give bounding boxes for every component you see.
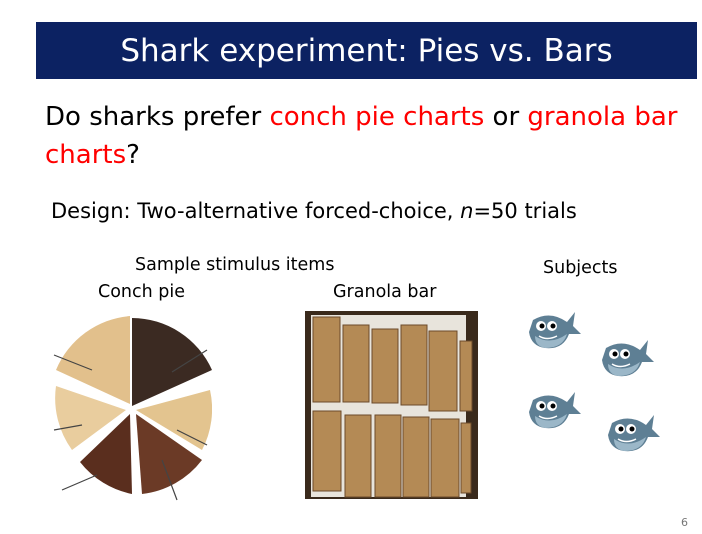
conch-label: Conch pie bbox=[98, 282, 186, 302]
design-n: n bbox=[460, 199, 474, 223]
subjects-label: Subjects bbox=[543, 258, 618, 278]
design-text: Design: Two-alternative forced-choice, n… bbox=[51, 199, 577, 223]
shark-icon bbox=[607, 414, 660, 452]
question-pie: conch pie charts bbox=[269, 102, 485, 132]
sample-label: Sample stimulus items bbox=[135, 255, 335, 275]
shark-icon bbox=[601, 339, 655, 377]
granola-label: Granola bar bbox=[333, 282, 437, 302]
conch-pie-image bbox=[53, 316, 212, 501]
page-number: 6 bbox=[681, 516, 688, 529]
shark-icon bbox=[528, 311, 581, 349]
question-text: or bbox=[484, 102, 528, 132]
granola-bar-image bbox=[305, 311, 478, 499]
title-bar: Shark experiment: Pies vs. Bars bbox=[36, 22, 697, 79]
question: Do sharks prefer conch pie charts or gra… bbox=[45, 98, 685, 174]
slide-title: Shark experiment: Pies vs. Bars bbox=[120, 32, 613, 69]
shark-icon bbox=[528, 391, 581, 429]
question-text: Do sharks prefer bbox=[45, 102, 270, 132]
design-prefix: Design: Two-alternative forced-choice, bbox=[51, 199, 461, 223]
question-bar: granola bar charts bbox=[45, 102, 678, 170]
question-text: ? bbox=[126, 140, 140, 170]
design-suffix: =50 trials bbox=[473, 199, 577, 223]
